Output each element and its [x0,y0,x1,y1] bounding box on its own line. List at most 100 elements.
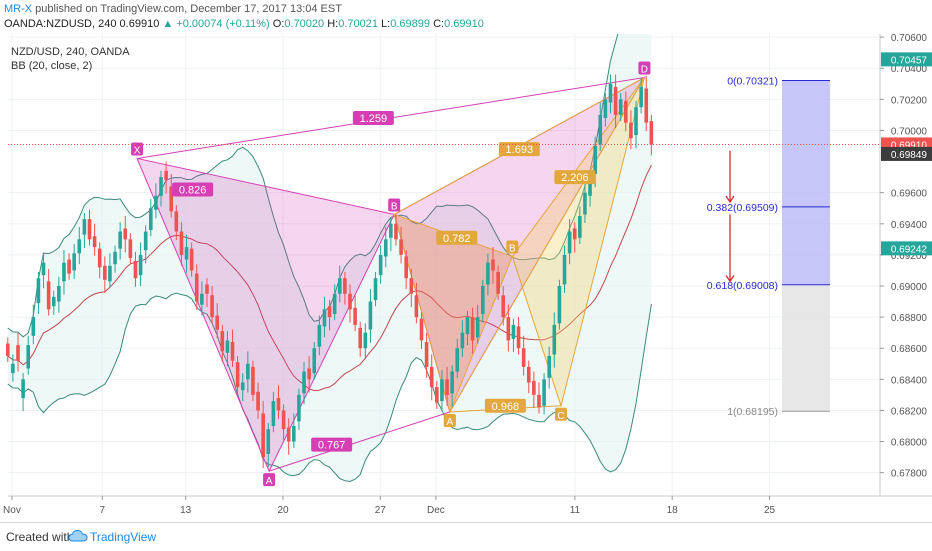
candle-body [327,306,332,318]
pattern2-ratio-label-bg [498,142,540,157]
pattern1-point-label-bg [131,142,144,156]
candle-body [62,262,66,282]
pattern1-ratio-label-bg [352,111,394,125]
candle-body [118,231,122,249]
candle [77,226,82,265]
candle [189,242,194,277]
candle-body [179,231,184,255]
candle [460,320,465,357]
candle-body [475,317,480,338]
pattern2-point-label-bg [443,414,456,427]
pattern2-ratio-label: 0.782 [443,233,471,245]
candle-body [373,278,378,300]
candle [123,216,128,253]
candle-body [103,265,107,280]
x-tick-label: 25 [764,505,776,516]
candle-body [41,262,46,276]
author-link[interactable]: MR-X [4,3,33,15]
candle [435,380,439,409]
candle-body [169,186,174,212]
candle [486,253,490,296]
candle [184,234,189,273]
candle-body [174,211,179,232]
low-label: L: [381,18,391,30]
candle-body [82,219,87,235]
bollinger-fill [7,34,652,482]
candle [567,219,572,265]
candle [113,245,117,273]
candle [332,284,337,321]
candle-body [11,363,15,374]
candle [358,321,363,357]
candle-body [634,107,638,136]
candle-body [378,254,383,276]
candle [26,335,31,375]
candle [644,76,649,132]
candle [276,385,281,419]
tradingview-brand[interactable]: TradingView [90,530,157,544]
candle [57,276,61,313]
pattern1-ratio-label-bg [172,182,214,197]
candle-body [501,295,506,318]
candle-body [67,259,71,274]
candle [322,296,327,338]
pattern2-ad-line [449,77,645,413]
candle [429,354,434,401]
candle [475,304,480,344]
pattern1-ratio-label-bg [311,437,353,452]
candle-body [414,295,419,318]
fib-level-label: 0(0.70321) [727,76,778,88]
candle-body [399,239,403,255]
y-tick-label: 0.70600 [891,34,928,44]
pattern1-ratio-label: 1.259 [360,113,388,125]
candle [281,404,286,440]
candle [194,264,199,311]
candle [603,93,608,127]
y-tick-label: 0.68800 [891,313,928,324]
pattern1-point-label: D [641,65,648,76]
price-chart[interactable]: 0.826 0.767 1.259 0.782 0.968 1.693 2.206 X A D B A… [0,34,932,522]
candle [11,354,15,382]
candle [154,183,158,219]
candle-body [424,342,429,367]
candle [491,247,495,284]
candle [31,304,36,345]
y-tick-label: 0.68400 [891,375,928,386]
candle [368,289,373,343]
candle-body [353,307,357,325]
candle [480,279,485,323]
candle [312,342,317,380]
candle [378,245,383,284]
candle-body [307,368,311,380]
candle [598,102,603,151]
candle-body [383,239,388,257]
candle-body [72,253,76,271]
candle [302,362,306,405]
candle [220,324,225,363]
price-axis-tag-bg [881,52,932,67]
candle [373,272,378,307]
candle-body [235,362,240,388]
bollinger-basis [7,164,652,392]
pattern1-ratio-label: 0.767 [318,440,346,452]
candle-body [394,223,398,240]
candle [103,256,107,293]
candle [108,253,112,288]
candle-body [123,228,128,240]
candle-body [246,363,250,380]
candle-body [286,427,291,442]
candle [383,226,388,268]
candle-body [87,219,92,240]
candle [174,205,179,241]
candle [526,360,531,394]
y-tick-label: 0.69600 [891,189,928,200]
candle-body [368,301,373,330]
candle [608,74,613,114]
open-label: O: [272,18,285,30]
candle-body [486,262,490,285]
candle-body [138,254,143,276]
candle-body [312,348,317,374]
candle [547,346,551,389]
candle-body [276,398,281,411]
candle-body [409,278,414,294]
